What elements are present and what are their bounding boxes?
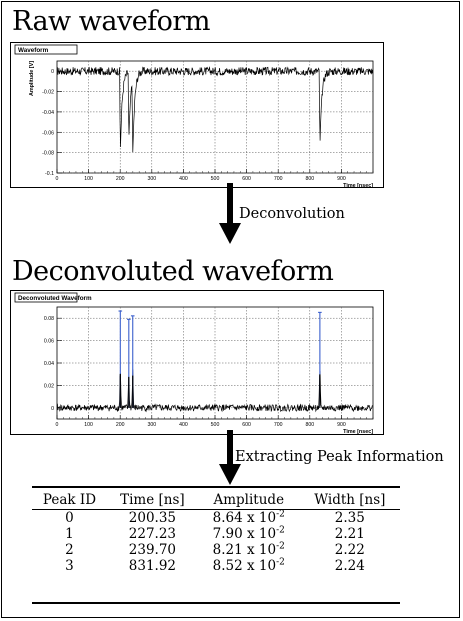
chart-title-box: [14, 292, 78, 303]
cell-width: 2.24: [334, 558, 365, 574]
table-row: 0 200.35 8.64 x 10-2 2.35: [32, 509, 400, 526]
y-tick-label: -0.1: [45, 171, 54, 177]
amplitude-exponent: -2: [276, 557, 285, 568]
x-tick-label: 600: [242, 422, 251, 428]
y-tick-label: -0.06: [42, 130, 54, 136]
amplitude-exponent: -2: [276, 509, 285, 520]
plot-frame: [56, 306, 374, 420]
x-tick-label: 900: [337, 176, 346, 182]
waveform-trace: [56, 369, 373, 413]
cell-amplitude: 8.52 x 10-2: [198, 558, 300, 574]
x-tick-label: 800: [305, 422, 314, 428]
x-tick-label: 400: [179, 422, 188, 428]
x-tick-label: 0: [56, 176, 59, 182]
y-tick-label: 0.02: [44, 383, 54, 389]
raw-waveform-heading: Raw waveform: [12, 6, 210, 37]
y-tick-label: -0.02: [42, 90, 54, 96]
x-axis-label: Time [nsec]: [343, 183, 373, 187]
chart-title-text: Waveform: [18, 47, 49, 54]
cell-peak-id: 1: [65, 526, 74, 542]
y-tick-label: 0.06: [44, 339, 54, 345]
extraction-arrow-icon: [219, 430, 241, 485]
amplitude-exponent: -2: [276, 525, 285, 536]
x-tick-label: 0: [56, 422, 59, 428]
x-tick-label: 100: [84, 176, 93, 182]
y-axis-label: Amplitude [V]: [29, 61, 35, 96]
x-tick-label: 100: [84, 422, 93, 428]
cell-amplitude: 8.64 x 10-2: [198, 509, 300, 526]
x-tick-label: 300: [147, 176, 156, 182]
cell-width: 2.35: [334, 510, 365, 526]
col-header-width: Width [ns]: [299, 490, 400, 510]
chart-title-text: Deconvoluted Waveform: [18, 295, 92, 302]
x-tick-label: 500: [211, 176, 220, 182]
cell-amplitude: 7.90 x 10-2: [198, 526, 300, 542]
deconvoluted-waveform-heading: Deconvoluted waveform: [12, 256, 334, 287]
chart-title-box: [14, 44, 78, 55]
x-tick-label: 300: [147, 422, 156, 428]
cell-time: 200.35: [128, 510, 177, 526]
col-header-peak-id: Peak ID: [32, 490, 107, 510]
table-bottom-rule: [32, 602, 400, 604]
deconvolution-step-label: Deconvolution: [239, 206, 345, 222]
x-tick-label: 900: [337, 422, 346, 428]
cell-width: 2.21: [334, 526, 365, 542]
deconvolution-arrow-icon: [219, 183, 241, 244]
peak-marker: [127, 318, 131, 408]
amplitude-mantissa: 8.64 x 10: [212, 510, 277, 526]
peak-marker: [118, 310, 123, 408]
y-tick-label: 0: [51, 69, 54, 75]
cell-peak-id: 0: [65, 510, 74, 526]
deconvoluted-waveform-chart: Deconvoluted Waveform 0 100 200 300 400 500 600…: [14, 292, 374, 434]
x-tick-label: 700: [274, 422, 283, 428]
chart-title: Waveform: [14, 44, 78, 55]
cell-width: 2.22: [334, 542, 365, 558]
col-header-time: Time [ns]: [106, 490, 198, 510]
amplitude-mantissa: 7.90 x 10: [212, 526, 277, 542]
deconvoluted-waveform-plot: Deconvoluted Waveform 0 100 200 300 400 500 600…: [10, 290, 384, 435]
peak-marker: [318, 311, 322, 408]
x-tick-label: 600: [242, 176, 251, 182]
waveform-trace: [56, 66, 374, 153]
cell-time: 227.23: [128, 526, 177, 542]
cell-peak-id: 3: [65, 558, 74, 574]
amplitude-mantissa: 8.21 x 10: [212, 542, 277, 558]
amplitude-exponent: -2: [276, 541, 285, 552]
amplitude-mantissa: 8.52 x 10: [212, 558, 277, 574]
cell-time: 831.92: [128, 558, 177, 574]
x-tick-label: 800: [305, 176, 314, 182]
peak-marker: [130, 315, 135, 408]
peak-table: Peak ID Time [ns] Amplitude Width [ns] 0…: [32, 490, 400, 574]
x-tick-label: 200: [116, 176, 125, 182]
table-row: 3 831.92 8.52 x 10-2 2.24: [32, 558, 400, 574]
x-axis-label: Time [nsec]: [343, 429, 373, 434]
table-row: 2 239.70 8.21 x 10-2 2.22: [32, 542, 400, 558]
y-tick-label: -0.04: [42, 110, 54, 116]
col-header-amplitude: Amplitude: [197, 490, 300, 510]
y-tick-label: 0.04: [44, 361, 54, 367]
y-tick-label: 0.08: [44, 316, 54, 322]
cell-time: 239.70: [128, 542, 177, 558]
y-tick-label: 0: [51, 406, 54, 412]
extraction-step-label: Extracting Peak Information: [235, 449, 444, 465]
table-top-rule: [32, 486, 400, 488]
cell-amplitude: 8.21 x 10-2: [198, 542, 300, 558]
x-tick-label: 500: [211, 422, 220, 428]
x-tick-label: 200: [116, 422, 125, 428]
plot-frame: [56, 60, 374, 174]
y-tick-label: -0.08: [42, 151, 54, 157]
table-row: 1 227.23 7.90 x 10-2 2.21: [32, 526, 400, 542]
cell-peak-id: 2: [65, 542, 74, 558]
raw-waveform-plot: Waveform 0 100 200 300 400 500 600 700 800 900 0 -0.…: [10, 42, 384, 188]
table-header-row: Peak ID Time [ns] Amplitude Width [ns]: [32, 490, 400, 510]
x-tick-label: 400: [179, 176, 188, 182]
x-tick-label: 700: [274, 176, 283, 182]
chart-title: Deconvoluted Waveform: [14, 292, 92, 303]
